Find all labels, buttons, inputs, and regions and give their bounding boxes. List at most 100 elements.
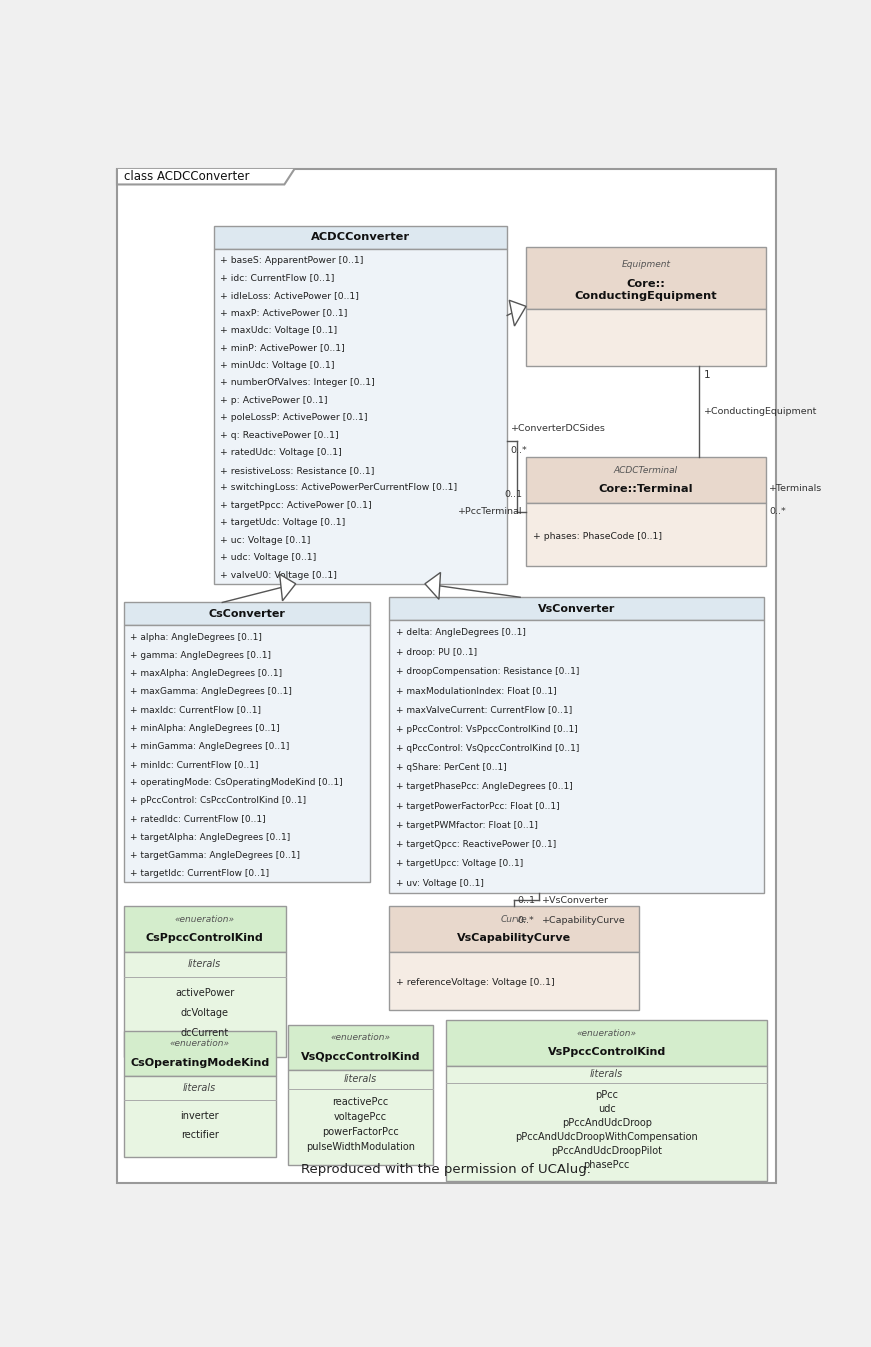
Text: «enueration»: «enueration» <box>170 1039 230 1048</box>
Polygon shape <box>425 572 441 599</box>
FancyBboxPatch shape <box>124 1030 275 1076</box>
Polygon shape <box>117 168 294 185</box>
Text: + minGamma: AngleDegrees [0..1]: + minGamma: AngleDegrees [0..1] <box>131 742 290 750</box>
FancyBboxPatch shape <box>213 249 507 583</box>
Text: 0..1: 0..1 <box>517 896 536 905</box>
Text: 0..*: 0..* <box>769 508 786 516</box>
Text: pPcc: pPcc <box>595 1090 618 1100</box>
Text: + baseS: ApparentPower [0..1]: + baseS: ApparentPower [0..1] <box>220 256 363 265</box>
Text: +ConductingEquipment: +ConductingEquipment <box>704 407 817 416</box>
FancyBboxPatch shape <box>526 247 766 308</box>
Text: udc: udc <box>598 1105 616 1114</box>
Text: + targetPWMfactor: Float [0..1]: + targetPWMfactor: Float [0..1] <box>395 820 537 830</box>
Text: 0..*: 0..* <box>510 446 527 455</box>
Text: + minAlpha: AngleDegrees [0..1]: + minAlpha: AngleDegrees [0..1] <box>131 723 280 733</box>
Text: + targetQpcc: ReactivePower [0..1]: + targetQpcc: ReactivePower [0..1] <box>395 841 556 849</box>
FancyBboxPatch shape <box>117 168 776 1183</box>
Text: + maxUdc: Voltage [0..1]: + maxUdc: Voltage [0..1] <box>220 326 337 335</box>
Text: + droopCompensation: Resistance [0..1]: + droopCompensation: Resistance [0..1] <box>395 667 579 676</box>
Text: +ConverterDCSides: +ConverterDCSides <box>510 424 605 434</box>
Text: + gamma: AngleDegrees [0..1]: + gamma: AngleDegrees [0..1] <box>131 651 272 660</box>
Text: pPccAndUdcDroopWithCompensation: pPccAndUdcDroopWithCompensation <box>516 1131 698 1142</box>
Polygon shape <box>510 300 526 326</box>
Text: + targetPpcc: ActivePower [0..1]: + targetPpcc: ActivePower [0..1] <box>220 501 372 509</box>
Text: «enueration»: «enueration» <box>330 1033 390 1041</box>
Text: dcVoltage: dcVoltage <box>180 1009 229 1018</box>
Text: + numberOfValves: Integer [0..1]: + numberOfValves: Integer [0..1] <box>220 379 375 388</box>
Text: + maxValveCurrent: CurrentFlow [0..1]: + maxValveCurrent: CurrentFlow [0..1] <box>395 706 572 714</box>
Text: + delta: AngleDegrees [0..1]: + delta: AngleDegrees [0..1] <box>395 628 525 637</box>
Text: rectifier: rectifier <box>180 1130 219 1140</box>
Text: voltagePcc: voltagePcc <box>334 1111 387 1122</box>
Text: reactivePcc: reactivePcc <box>332 1096 388 1107</box>
Text: dcCurrent: dcCurrent <box>180 1028 229 1039</box>
FancyBboxPatch shape <box>446 1065 767 1181</box>
Text: powerFactorPcc: powerFactorPcc <box>322 1126 399 1137</box>
Text: VsQpccControlKind: VsQpccControlKind <box>300 1052 420 1061</box>
FancyBboxPatch shape <box>389 620 764 893</box>
Text: Core::
ConductingEquipment: Core:: ConductingEquipment <box>575 279 717 300</box>
Text: literals: literals <box>344 1074 377 1084</box>
Text: + udc: Voltage [0..1]: + udc: Voltage [0..1] <box>220 554 316 562</box>
FancyBboxPatch shape <box>526 457 766 502</box>
Text: pulseWidthModulation: pulseWidthModulation <box>306 1142 415 1152</box>
Text: activePower: activePower <box>175 989 234 998</box>
Text: ACDCConverter: ACDCConverter <box>311 232 410 242</box>
FancyBboxPatch shape <box>287 1071 433 1165</box>
Text: + switchingLoss: ActivePowerPerCurrentFlow [0..1]: + switchingLoss: ActivePowerPerCurrentFl… <box>220 484 457 492</box>
Text: + maxP: ActivePower [0..1]: + maxP: ActivePower [0..1] <box>220 308 348 318</box>
Text: + qShare: PerCent [0..1]: + qShare: PerCent [0..1] <box>395 764 507 772</box>
Text: + targetIdc: CurrentFlow [0..1]: + targetIdc: CurrentFlow [0..1] <box>131 869 270 878</box>
Text: + phases: PhaseCode [0..1]: + phases: PhaseCode [0..1] <box>533 532 662 540</box>
Text: + resistiveLoss: Resistance [0..1]: + resistiveLoss: Resistance [0..1] <box>220 466 375 474</box>
FancyBboxPatch shape <box>124 602 370 625</box>
Text: + idc: CurrentFlow [0..1]: + idc: CurrentFlow [0..1] <box>220 273 334 283</box>
Text: + targetGamma: AngleDegrees [0..1]: + targetGamma: AngleDegrees [0..1] <box>131 851 300 859</box>
FancyBboxPatch shape <box>124 1076 275 1157</box>
Text: + pPccControl: CsPccControlKind [0..1]: + pPccControl: CsPccControlKind [0..1] <box>131 796 307 806</box>
Text: + ratedUdc: Voltage [0..1]: + ratedUdc: Voltage [0..1] <box>220 449 342 457</box>
Text: CsOperatingModeKind: CsOperatingModeKind <box>130 1057 269 1068</box>
Text: +Terminals: +Terminals <box>769 484 822 493</box>
Text: + alpha: AngleDegrees [0..1]: + alpha: AngleDegrees [0..1] <box>131 633 262 643</box>
Text: 0..*: 0..* <box>517 916 534 925</box>
Text: CsPpccControlKind: CsPpccControlKind <box>145 933 264 943</box>
Text: + targetUpcc: Voltage [0..1]: + targetUpcc: Voltage [0..1] <box>395 859 523 869</box>
Text: + maxGamma: AngleDegrees [0..1]: + maxGamma: AngleDegrees [0..1] <box>131 687 293 696</box>
Text: + poleLossP: ActivePower [0..1]: + poleLossP: ActivePower [0..1] <box>220 414 368 423</box>
Text: class ACDCConverter: class ACDCConverter <box>124 170 249 183</box>
Text: Reproduced with the permission of UCAlug.: Reproduced with the permission of UCAlug… <box>301 1164 591 1176</box>
Text: + minP: ActivePower [0..1]: + minP: ActivePower [0..1] <box>220 343 345 353</box>
Text: VsCapabilityCurve: VsCapabilityCurve <box>456 933 571 943</box>
Text: + targetPhasePcc: AngleDegrees [0..1]: + targetPhasePcc: AngleDegrees [0..1] <box>395 783 572 792</box>
Text: + operatingMode: CsOperatingModeKind [0..1]: + operatingMode: CsOperatingModeKind [0.… <box>131 779 343 787</box>
Text: + valveU0: Voltage [0..1]: + valveU0: Voltage [0..1] <box>220 571 337 579</box>
Text: 1: 1 <box>704 370 711 380</box>
Text: 0..1: 0..1 <box>504 490 523 500</box>
Text: + uv: Voltage [0..1]: + uv: Voltage [0..1] <box>395 878 483 888</box>
Text: literals: literals <box>183 1083 216 1092</box>
Text: + p: ActivePower [0..1]: + p: ActivePower [0..1] <box>220 396 327 405</box>
FancyBboxPatch shape <box>124 907 286 952</box>
Polygon shape <box>280 574 296 601</box>
Text: pPccAndUdcDroopPilot: pPccAndUdcDroopPilot <box>551 1146 662 1156</box>
Text: Core::Terminal: Core::Terminal <box>598 484 693 494</box>
FancyBboxPatch shape <box>124 625 370 882</box>
FancyBboxPatch shape <box>446 1021 767 1065</box>
Text: + q: ReactivePower [0..1]: + q: ReactivePower [0..1] <box>220 431 339 439</box>
FancyBboxPatch shape <box>124 952 286 1057</box>
Text: + minIdc: CurrentFlow [0..1]: + minIdc: CurrentFlow [0..1] <box>131 760 259 769</box>
Text: + targetUdc: Voltage [0..1]: + targetUdc: Voltage [0..1] <box>220 519 346 527</box>
FancyBboxPatch shape <box>287 1025 433 1071</box>
Text: + pPccControl: VsPpccControlKind [0..1]: + pPccControl: VsPpccControlKind [0..1] <box>395 725 577 734</box>
Text: literals: literals <box>188 959 221 968</box>
Text: + minUdc: Voltage [0..1]: + minUdc: Voltage [0..1] <box>220 361 334 370</box>
Text: + targetAlpha: AngleDegrees [0..1]: + targetAlpha: AngleDegrees [0..1] <box>131 832 291 842</box>
Text: «enueration»: «enueration» <box>577 1029 637 1037</box>
Text: phasePcc: phasePcc <box>584 1160 630 1169</box>
FancyBboxPatch shape <box>389 952 638 1010</box>
Text: Equipment: Equipment <box>621 260 671 268</box>
Text: + maxModulationIndex: Float [0..1]: + maxModulationIndex: Float [0..1] <box>395 686 557 695</box>
Text: inverter: inverter <box>180 1111 219 1121</box>
Text: + droop: PU [0..1]: + droop: PU [0..1] <box>395 648 477 656</box>
